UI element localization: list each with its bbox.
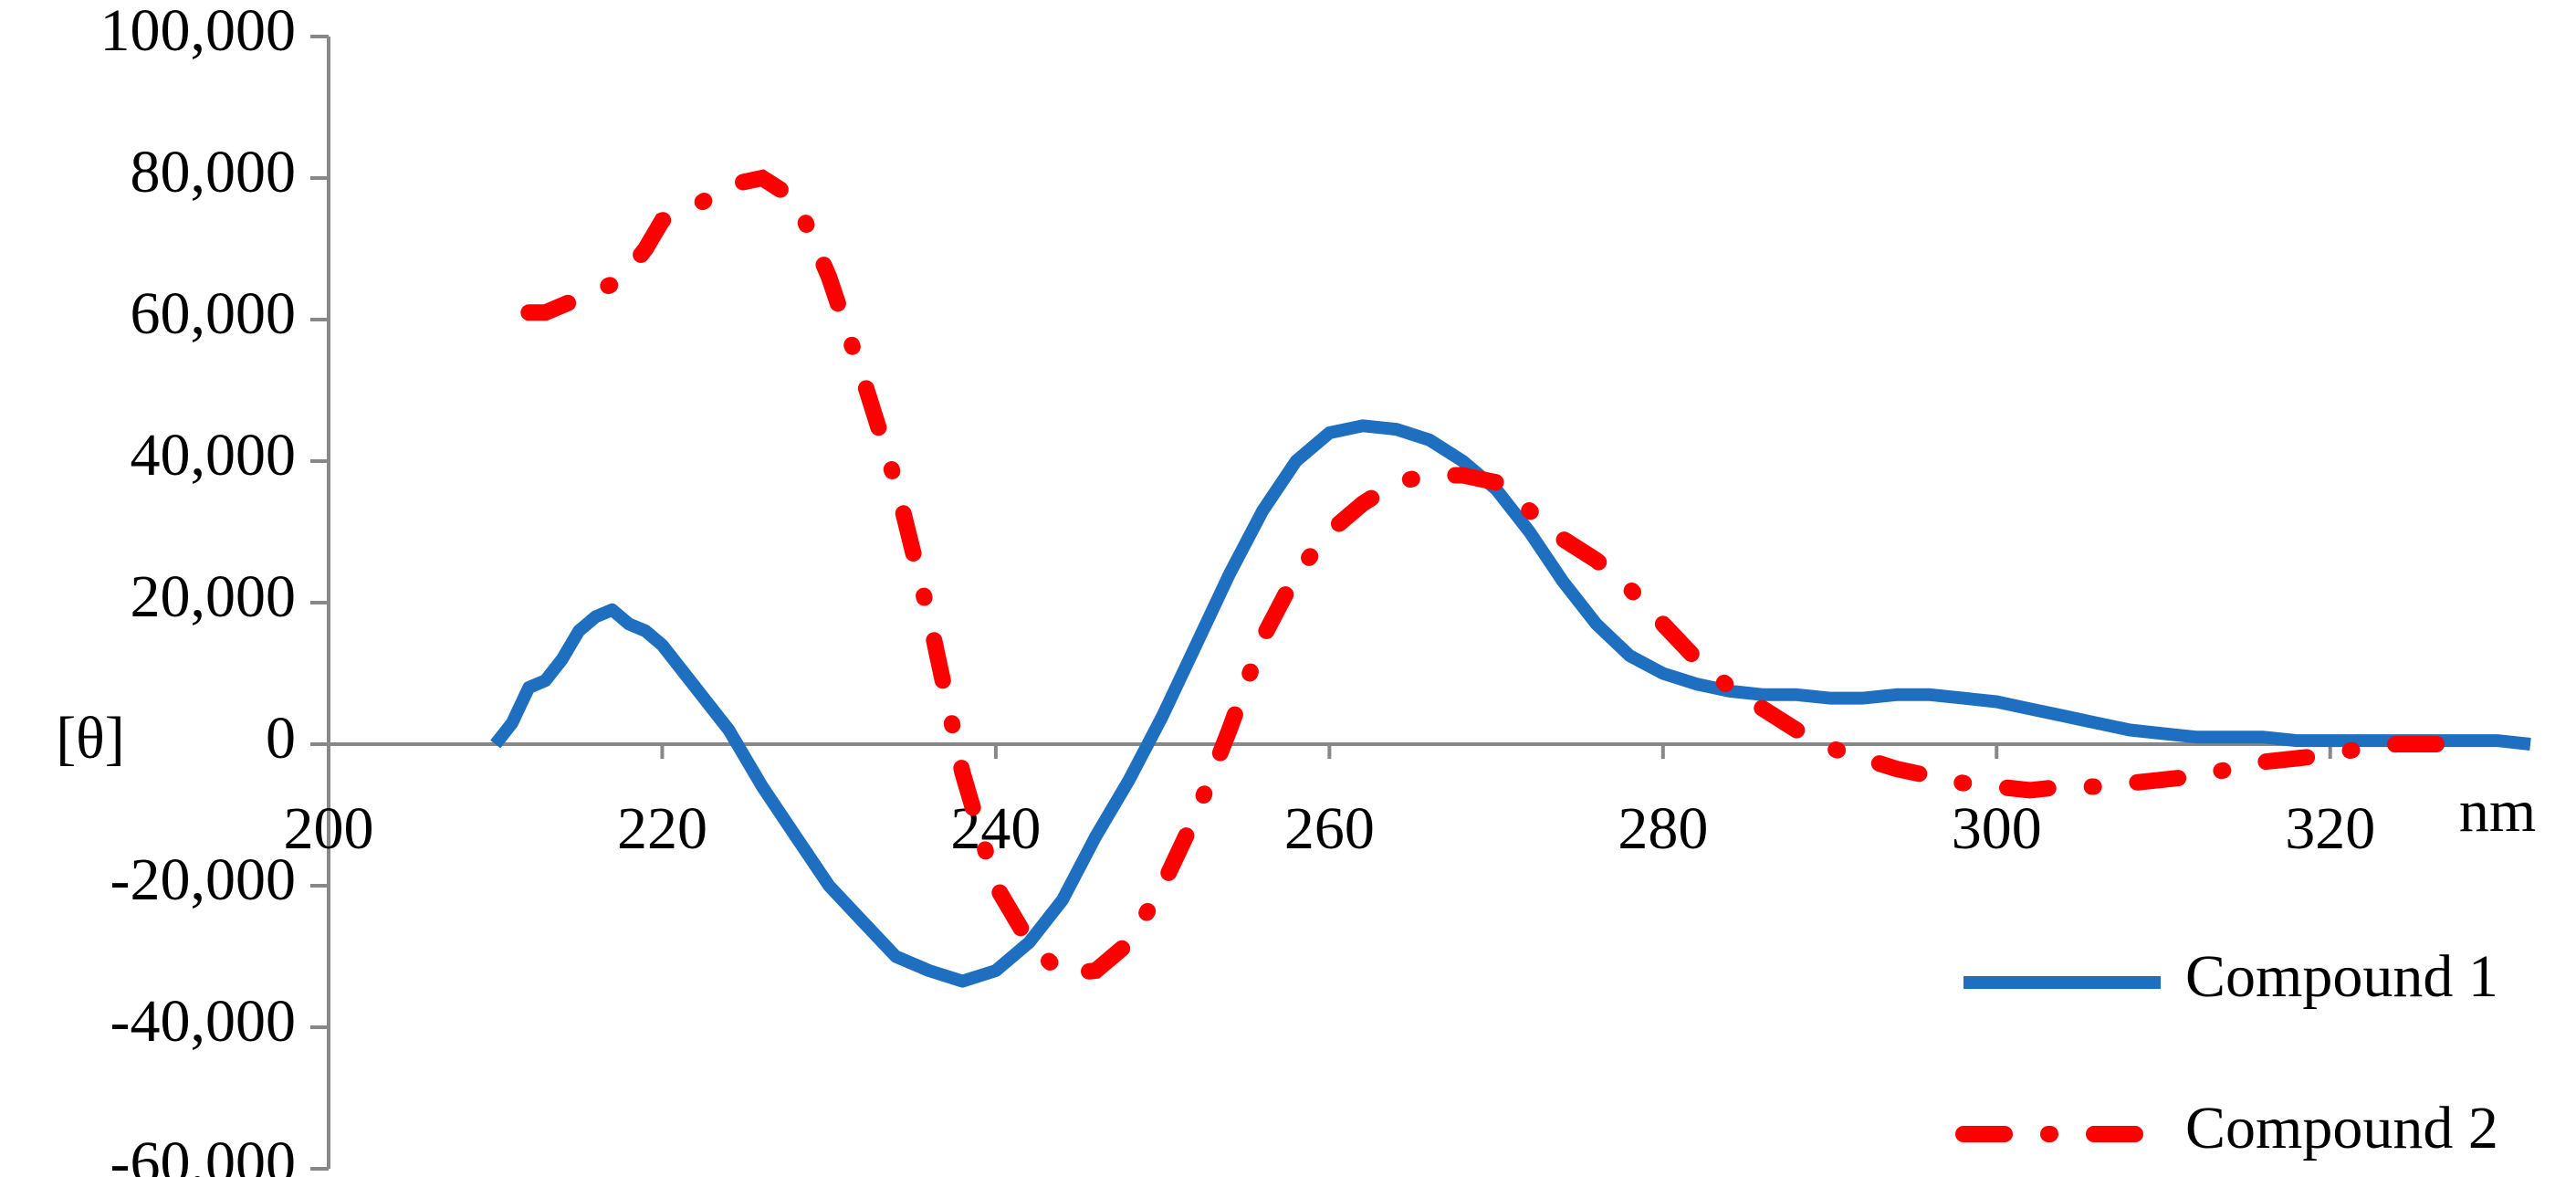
y-tick-label: 60,000 bbox=[131, 280, 297, 347]
x-tick-label: 200 bbox=[284, 795, 374, 862]
y-tick-label: 80,000 bbox=[131, 139, 297, 205]
x-tick-label: 260 bbox=[1284, 795, 1375, 862]
y-tick-label: 40,000 bbox=[131, 422, 297, 489]
data-line bbox=[490, 419, 2531, 988]
y-tick-label: -60,000 bbox=[110, 1130, 296, 1177]
legend-label: Compound 1 bbox=[2185, 943, 2498, 1010]
x-tick-label: 320 bbox=[2285, 795, 2375, 862]
y-tick-label: 100,000 bbox=[100, 0, 297, 64]
y-tick-label: -40,000 bbox=[110, 988, 296, 1055]
x-axis-label: nm bbox=[2459, 778, 2536, 845]
legend-label: Compound 2 bbox=[2185, 1095, 2498, 1161]
y-tick-label: -20,000 bbox=[110, 846, 296, 913]
y-tick-label: 20,000 bbox=[131, 563, 297, 630]
y-tick-label: 0 bbox=[266, 705, 296, 772]
data-line bbox=[520, 169, 2472, 983]
y-axis-label: [θ] bbox=[56, 705, 125, 772]
x-tick-label: 280 bbox=[1618, 795, 1708, 862]
x-tick-label: 220 bbox=[617, 795, 707, 862]
x-tick-label: 300 bbox=[1952, 795, 2042, 862]
